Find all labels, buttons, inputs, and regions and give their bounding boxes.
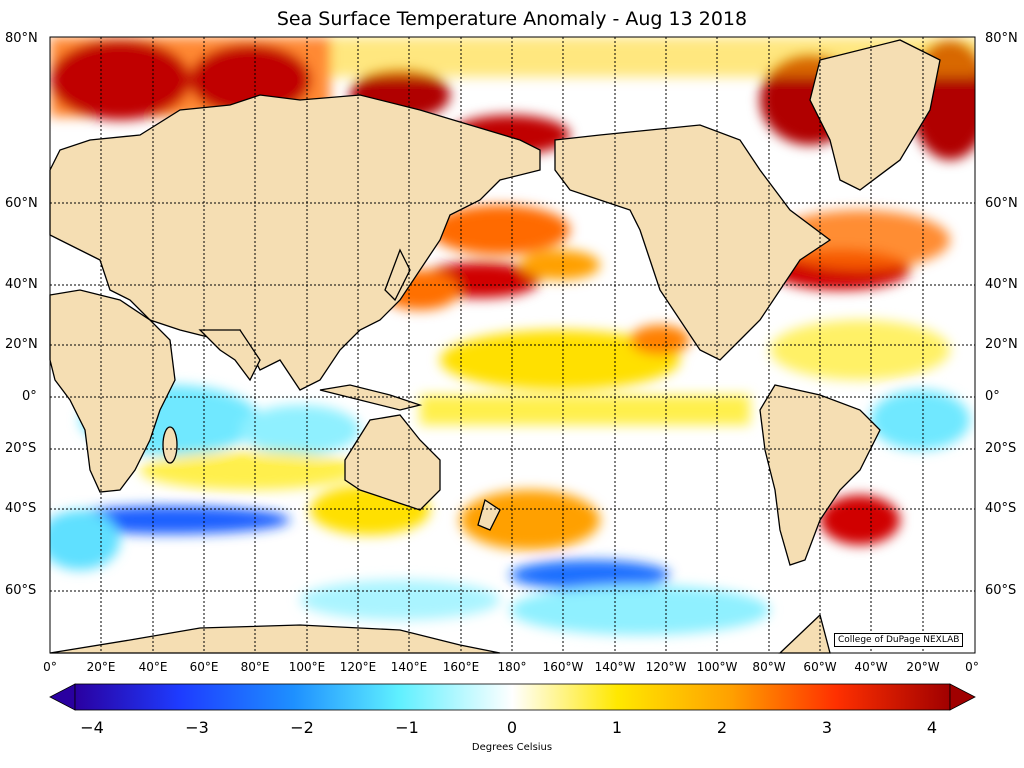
colorbar-tick: 3 xyxy=(821,718,833,737)
lat-label-left: 40°N xyxy=(5,277,38,292)
colorbar-tick: −3 xyxy=(185,718,209,737)
colorbar-tick: 0 xyxy=(506,718,518,737)
lat-label-left: 20°N xyxy=(5,337,38,352)
colorbar-tick: −4 xyxy=(80,718,104,737)
map-title: Sea Surface Temperature Anomaly - Aug 13… xyxy=(276,8,748,30)
lon-label: 100°E xyxy=(288,660,326,674)
credit-label: College of DuPage NEXLAB xyxy=(834,633,964,647)
lat-label-left: 0° xyxy=(22,389,37,404)
lon-label: 80°E xyxy=(240,660,270,674)
lat-label-right: 60°S xyxy=(985,583,1017,598)
lat-label-left: 80°N xyxy=(5,31,38,46)
lat-label-left: 20°S xyxy=(5,441,37,456)
lon-label: 60°W xyxy=(803,660,837,674)
colorbar-tick: 4 xyxy=(926,718,938,737)
lon-label: 120°W xyxy=(645,660,687,674)
lat-label-right: 40°S xyxy=(985,501,1017,516)
lat-label-left: 60°S xyxy=(5,583,37,598)
colorbar-tick: 2 xyxy=(716,718,728,737)
colorbar-label: Degrees Celsius xyxy=(471,742,553,753)
lon-label: 0° xyxy=(43,660,57,674)
lon-label: 80°W xyxy=(752,660,786,674)
map-frame xyxy=(49,36,976,654)
lon-label: 20°E xyxy=(86,660,116,674)
lon-label: 180° xyxy=(497,660,527,674)
lat-label-right: 80°N xyxy=(985,31,1018,46)
lon-label: 120°E xyxy=(339,660,377,674)
colorbar-tick: −2 xyxy=(290,718,314,737)
graticule xyxy=(50,37,975,653)
lon-label: 60°E xyxy=(189,660,219,674)
colorbar-tick: 1 xyxy=(611,718,623,737)
colorbar xyxy=(49,683,976,711)
lon-label: 40°E xyxy=(138,660,168,674)
lat-label-left: 40°S xyxy=(5,501,37,516)
lat-label-right: 0° xyxy=(985,389,1000,404)
lon-label: 140°W xyxy=(594,660,636,674)
lon-label: 100°W xyxy=(696,660,738,674)
lon-label: 140°E xyxy=(390,660,428,674)
lat-label-left: 60°N xyxy=(5,196,38,211)
lon-label: 0° xyxy=(965,660,979,674)
lon-label: 40°W xyxy=(854,660,888,674)
lat-label-right: 20°S xyxy=(985,441,1017,456)
land-masses xyxy=(49,39,941,654)
lon-label: 160°W xyxy=(542,660,584,674)
lat-label-right: 20°N xyxy=(985,337,1018,352)
colorbar-tick: −1 xyxy=(395,718,419,737)
lat-label-right: 40°N xyxy=(985,277,1018,292)
lon-label: 160°E xyxy=(442,660,480,674)
lon-label: 20°W xyxy=(906,660,940,674)
lat-label-right: 60°N xyxy=(985,196,1018,211)
